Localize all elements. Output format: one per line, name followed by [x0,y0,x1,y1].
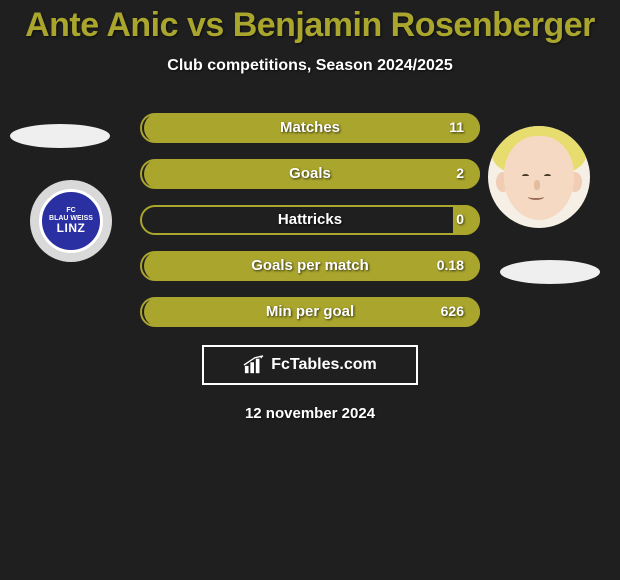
stat-row: Min per goal626 [140,297,480,327]
stat-row: Goals per match0.18 [140,251,480,281]
brand-text: FcTables.com [271,356,377,374]
stat-label: Matches [142,119,478,136]
date-line: 12 november 2024 [0,405,620,422]
stat-row: Matches11 [140,113,480,143]
stat-label: Goals per match [142,257,478,274]
bar-chart-icon [243,355,265,375]
stat-label: Hattricks [142,211,478,228]
page-title: Ante Anic vs Benjamin Rosenberger [0,0,620,45]
stat-label: Min per goal [142,303,478,320]
stats-area: Matches11 Goals2 Hattricks0 Goals per match… [0,113,620,327]
brand-box[interactable]: FcTables.com [202,345,418,385]
stat-label: Goals [142,165,478,182]
stat-row: Hattricks0 [140,205,480,235]
stat-value-right: 11 [449,119,464,135]
stat-value-right: 0 [456,211,464,227]
subtitle: Club competitions, Season 2024/2025 [0,57,620,75]
stat-value-right: 626 [441,303,464,319]
stat-row: Goals2 [140,159,480,189]
stat-value-right: 2 [456,165,464,181]
stat-value-right: 0.18 [437,257,464,273]
